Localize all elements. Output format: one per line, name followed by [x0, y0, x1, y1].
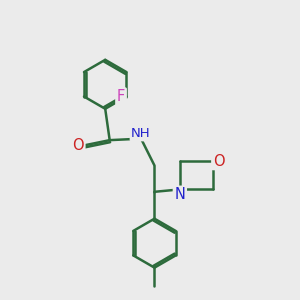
- Text: N: N: [174, 187, 185, 202]
- Text: F: F: [117, 89, 125, 104]
- Text: NH: NH: [131, 127, 151, 140]
- Text: O: O: [213, 154, 224, 169]
- Text: O: O: [72, 138, 84, 153]
